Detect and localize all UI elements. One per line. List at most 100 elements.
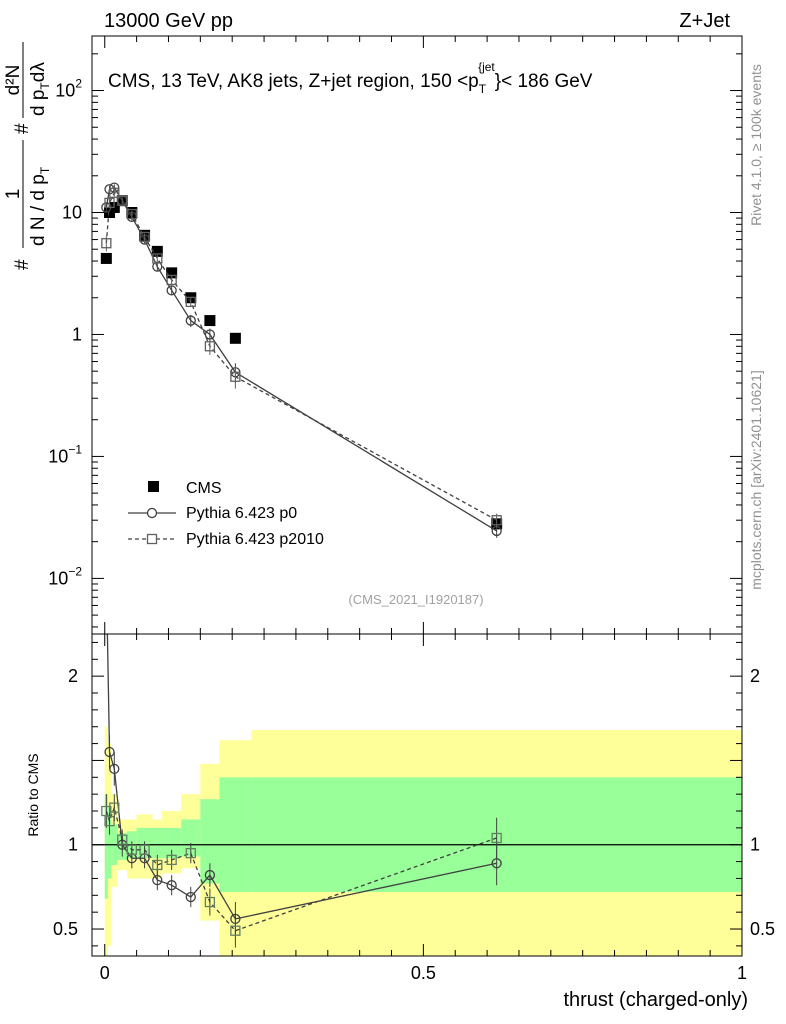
ratio-y-tick-label-right: 0.5 <box>750 919 775 939</box>
main-point-p0 <box>166 285 177 296</box>
ratio-point-p2010 <box>109 802 120 813</box>
ylabel-frac1-den-text: d N / d p <box>28 174 49 246</box>
main-point-p2010 <box>230 371 241 382</box>
main-title-prefix: CMS, 13 TeV, AK8 jets, Z+jet region, 150… <box>108 71 479 92</box>
legend-label-p2010: Pythia 6.423 p2010 <box>186 531 324 548</box>
side-label-top: Rivet 4.1.0, ≥ 100k events <box>748 64 764 226</box>
ratio-point-p0 <box>204 869 216 881</box>
ratio-band-inner <box>152 827 163 859</box>
ratio-point-p0 <box>166 880 177 891</box>
main-point-cms <box>229 332 241 344</box>
main-point-cms <box>100 252 112 264</box>
ratio-y-tick-label: 1 <box>68 835 78 855</box>
ratio-point-p2010 <box>204 896 216 908</box>
ratio-y-tick-label: 2 <box>68 666 78 686</box>
main-data <box>100 182 503 538</box>
legend-marker-cms <box>148 481 159 492</box>
main-point-p2010 <box>109 187 120 198</box>
ratio-point-p2010 <box>117 834 128 845</box>
ylabel-frac2-den-text: d p <box>28 90 49 116</box>
legend-marker-p2010 <box>146 533 158 545</box>
ratio-band-inner <box>200 799 220 884</box>
main-point-p2010 <box>104 197 115 208</box>
ylabel-frac2-den-tail: dλ <box>28 62 49 83</box>
ratio-point-p0 <box>491 858 502 869</box>
main-title-sub: T <box>479 82 487 96</box>
ratio-point-p0 <box>152 874 163 886</box>
main-point-p2010 <box>117 195 128 206</box>
main-y-tick-label: 102 <box>55 77 82 101</box>
main-title-sup: {jet <box>478 60 495 74</box>
header-right: Z+Jet <box>679 10 730 32</box>
ylabel-hash-mid: # <box>12 123 33 134</box>
ratio-band-inner <box>104 794 108 899</box>
ratio-band-inner <box>219 777 252 892</box>
ylabel-frac1-num: 1 <box>3 189 24 200</box>
ratio-y-axis-label: Ratio to CMS <box>25 753 41 836</box>
ratio-data <box>92 634 742 948</box>
header-left: 13000 GeV pp <box>104 10 233 32</box>
main-y-tick-label: 10−2 <box>48 564 82 588</box>
main-y-tick-mantissa: 10 <box>48 446 68 466</box>
ratio-y-tick-label-right: 1 <box>750 835 760 855</box>
ratio-band-inner <box>107 807 112 879</box>
ratio-panel: 2 2 1 1 0.5 0.5 0 0.5 1 Ratio to CMS thrust (cha… <box>25 633 775 1011</box>
main-point-p2010 <box>152 253 163 264</box>
legend-label-p0: Pythia 6.423 p0 <box>186 505 297 522</box>
ratio-band-inner <box>162 827 182 859</box>
main-y-tick-exponent: −2 <box>68 564 82 578</box>
ratio-point-p2010 <box>230 925 241 936</box>
ratio-band-inner <box>181 819 201 857</box>
main-point-p2010 <box>491 515 502 526</box>
main-point-p2010 <box>126 208 137 220</box>
ratio-point-p2010 <box>139 844 150 855</box>
ratio-point-p2010 <box>101 805 112 817</box>
main-point-p2010 <box>185 296 196 308</box>
ratio-point-p2010 <box>166 854 177 866</box>
ratio-series-line <box>106 634 497 920</box>
ylabel-frac2-num: d²N <box>3 65 24 96</box>
side-label-bottom: mcplots.cern.ch [arXiv:2401.10621] <box>748 370 764 589</box>
ylabel-hash-left: # <box>12 259 33 270</box>
x-axis-label: thrust (charged-only) <box>563 989 748 1011</box>
main-y-tick-label: 10 <box>62 203 82 223</box>
main-y-tick-mantissa: 10 <box>55 81 75 101</box>
main-point-p2010 <box>204 341 216 352</box>
ratio-y-tick-label-right: 2 <box>750 666 760 686</box>
main-y-tick-mantissa: 1 <box>72 324 82 344</box>
main-y-tick-label: 10−1 <box>48 442 82 466</box>
main-point-p0 <box>185 315 196 326</box>
main-y-tick-exponent: 2 <box>75 77 82 91</box>
main-series-line <box>105 186 497 532</box>
main-y-tick-mantissa: 10 <box>48 568 68 588</box>
ratio-point-p2010 <box>491 832 502 844</box>
ratio-axes: 2 2 1 1 0.5 0.5 0 0.5 1 <box>53 634 775 983</box>
main-y-tick-label: 1 <box>72 324 82 344</box>
ratio-x-tick-label: 1 <box>737 963 747 983</box>
main-point-p2010 <box>139 231 150 243</box>
main-y-axis-label: # 1 d N / d pT # d²N d pTdλ <box>3 42 52 270</box>
ratio-point-p0 <box>109 763 120 775</box>
main-title-suffix: }< 186 GeV <box>495 71 593 92</box>
main-point-cms <box>204 315 216 327</box>
main-y-tick-mantissa: 10 <box>62 203 82 223</box>
main-point-cms <box>166 267 178 279</box>
legend-label-cms: CMS <box>186 480 222 497</box>
ylabel-frac2-den: d pTdλ <box>28 62 52 116</box>
main-title: CMS, 13 TeV, AK8 jets, Z+jet region, 150… <box>108 60 593 96</box>
ratio-point-p2010 <box>152 859 163 871</box>
ratio-x-tick-label: 0 <box>100 963 110 983</box>
ratio-point-p0 <box>185 891 196 903</box>
ratio-x-tick-label: 0.5 <box>411 963 436 983</box>
ratio-point-p2010 <box>185 848 196 859</box>
main-series-line <box>105 191 497 521</box>
ylabel-frac1-den-sub: T <box>38 166 52 174</box>
main-point-cms <box>151 245 163 257</box>
legend: CMS Pythia 6.423 p0 Pythia 6.423 p2010 <box>128 480 324 548</box>
main-point-p2010 <box>101 238 112 249</box>
main-point-p2010 <box>166 274 177 286</box>
ylabel-frac2-den-sub: T <box>38 82 52 90</box>
